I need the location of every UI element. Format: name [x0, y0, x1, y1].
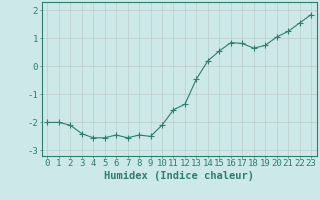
- X-axis label: Humidex (Indice chaleur): Humidex (Indice chaleur): [104, 171, 254, 181]
